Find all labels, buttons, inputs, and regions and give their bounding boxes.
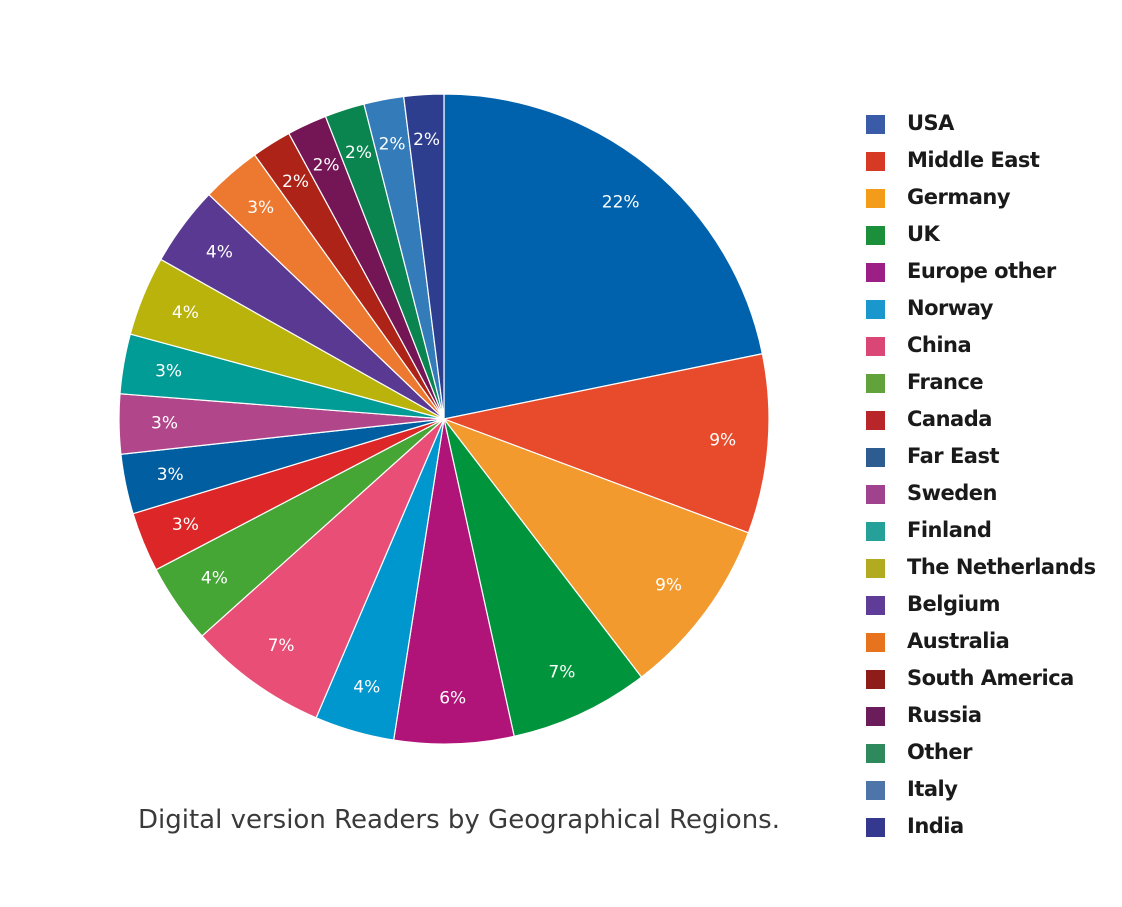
legend-label: Norway: [907, 296, 993, 320]
pie-slice-2: [443, 353, 770, 534]
pie-slice-label-8: 4%: [201, 568, 228, 588]
pie-slice-label-4: 7%: [548, 662, 575, 682]
legend-swatch: [866, 189, 885, 208]
legend-label: China: [907, 333, 972, 357]
legend-swatch: [866, 115, 885, 134]
pie-slice-label-9: 3%: [172, 515, 199, 535]
legend-swatch: [866, 411, 885, 430]
pie-slice-4: [443, 418, 643, 737]
legend-swatch: [866, 633, 885, 652]
pie-slice-labels: 22%9%9%7%6%4%7%4%3%3%3%3%4%4%3%2%2%2% 2% 2…: [151, 130, 736, 708]
legend-swatch: [866, 448, 885, 467]
legend-label: Middle East: [907, 148, 1040, 172]
legend-swatch: [866, 781, 885, 800]
legend-swatch: [866, 337, 885, 356]
legend-label: USA: [907, 111, 954, 135]
legend-label: Europe other: [907, 259, 1056, 283]
legend-swatch: [866, 152, 885, 171]
pie-slice-label-17: 2%: [313, 156, 340, 176]
legend-swatch: [866, 596, 885, 615]
legend-swatch: [866, 707, 885, 726]
legend-label: South America: [907, 666, 1074, 690]
legend-label: Sweden: [907, 481, 998, 505]
pie-slices: [118, 93, 770, 745]
pie-slice-label-6: 4%: [353, 678, 380, 698]
legend-swatch: [866, 670, 885, 689]
pie-slice-label-11: 3%: [151, 413, 178, 433]
legend-swatch: [866, 226, 885, 245]
legend-label: Canada: [907, 407, 992, 431]
pie-slice-label-14: 4%: [206, 243, 233, 263]
legend-swatch: [866, 374, 885, 393]
pie-slice-label-7: 7%: [268, 636, 295, 656]
legend-label: UK: [907, 222, 940, 246]
legend-label: India: [907, 814, 964, 838]
pie-slice-label-5: 6%: [439, 688, 466, 708]
pie-slice-label-20: 2%: [413, 130, 440, 150]
legend-swatch: [866, 744, 885, 763]
pie-slice-1: [443, 93, 763, 420]
pie-slice-label-16: 2%: [282, 172, 309, 192]
pie-slice-20: [403, 93, 445, 420]
pie-slice-label-10: 3%: [157, 465, 184, 485]
pie-slice-label-13: 4%: [172, 303, 199, 323]
legend-swatch: [866, 818, 885, 837]
pie-slice-label-19: 2%: [379, 134, 406, 154]
legend-label: The Netherlands: [907, 555, 1096, 579]
pie-slice-label-18: 2%: [345, 143, 372, 163]
legend-label: Russia: [907, 703, 982, 727]
legend-swatch: [866, 300, 885, 319]
pie-slice-label-12: 3%: [155, 361, 182, 381]
legend-swatch: [866, 559, 885, 578]
legend-label: France: [907, 370, 984, 394]
legend-label: Italy: [907, 777, 958, 801]
legend-label: Belgium: [907, 592, 1001, 616]
legend-label: Germany: [907, 185, 1011, 209]
pie-slice-label-15: 3%: [247, 198, 274, 218]
legend-swatch: [866, 485, 885, 504]
legend-swatch: [866, 263, 885, 282]
legend-label: Far East: [907, 444, 1000, 468]
legend-label: Other: [907, 740, 972, 764]
legend-label: Australia: [907, 629, 1010, 653]
pie-slice-5: [393, 418, 515, 745]
chart-title: Digital version Readers by Geographical …: [138, 805, 780, 835]
pie-slice-label-2: 9%: [709, 431, 736, 451]
pie-slice-label-3: 9%: [655, 575, 682, 595]
pie-slice-label-1: 22%: [602, 192, 640, 212]
legend-label: Finland: [907, 518, 992, 542]
pie-slice-3: [443, 418, 750, 678]
pie-slice-7: [201, 418, 445, 719]
legend-swatch: [866, 522, 885, 541]
